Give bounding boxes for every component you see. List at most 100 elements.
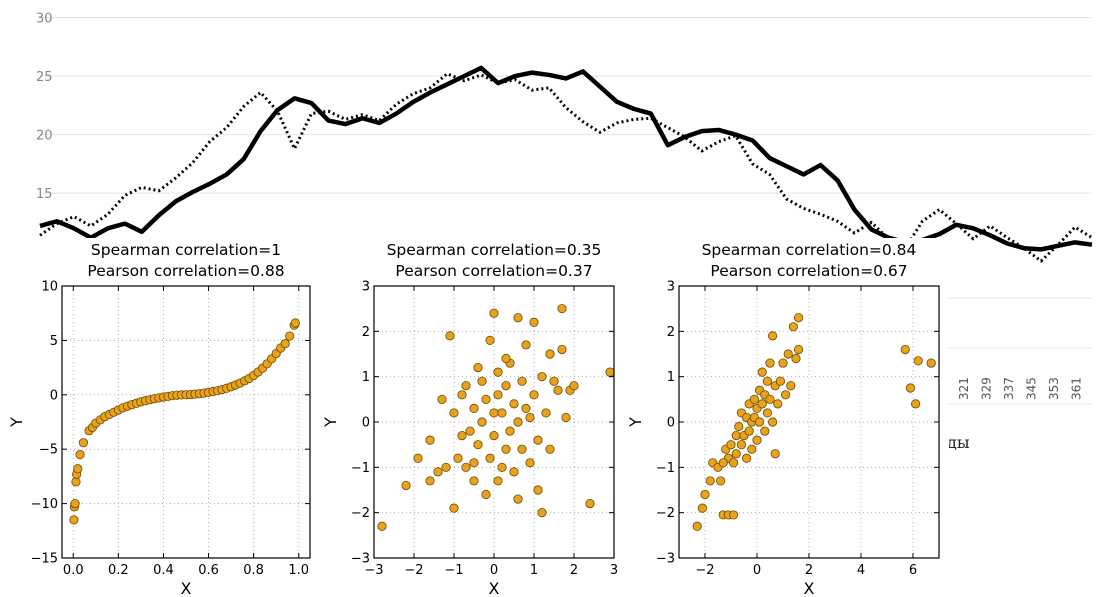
x-tick-label: 2	[805, 563, 813, 578]
scatter-point	[481, 394, 491, 404]
scatter-point	[493, 367, 503, 377]
plot-frame	[61, 285, 311, 559]
scatter-point	[752, 435, 762, 445]
scatter-point	[425, 476, 435, 486]
scatter-point	[767, 331, 778, 341]
scatter-point	[69, 515, 79, 525]
scatter-point	[525, 458, 535, 468]
scatter-point	[513, 417, 523, 427]
scatter-point	[913, 356, 923, 366]
scatter-point	[493, 390, 503, 400]
scatter-point	[70, 498, 80, 509]
scatter-point	[775, 376, 786, 386]
y-tick-label: 3	[667, 280, 675, 295]
scatter-point	[489, 308, 499, 318]
scatter-point	[521, 403, 531, 413]
scatter-point	[425, 435, 435, 445]
scatter-point	[501, 353, 511, 364]
scatter-point	[545, 444, 555, 454]
scatter-point	[529, 317, 539, 327]
x-tick-label: −2	[404, 563, 423, 578]
chart-title: Spearman correlation=0.84	[702, 241, 917, 259]
scatter-point	[793, 313, 804, 323]
scatter-point	[509, 399, 519, 409]
scatter-point	[477, 417, 487, 427]
scatter-point	[557, 304, 567, 314]
scatter-point	[437, 394, 447, 404]
x-tick-label: 0.6	[198, 563, 219, 578]
scatter-point	[449, 408, 459, 418]
chart-title: Spearman correlation=0.35	[387, 241, 602, 259]
scatter-point	[517, 376, 527, 386]
background-x-tick-label: 321	[957, 377, 971, 400]
scatter-panel-spearman-1: 0.0 0.2 0.4 0.6 0.8 1.0 10 5 0 −5 −10 −15 Spearman c…	[0, 238, 320, 597]
scatter-point	[280, 339, 290, 349]
scatter-point	[477, 376, 487, 386]
y-tick-label: 1	[362, 370, 370, 385]
scatter-point	[718, 458, 728, 468]
y-tick-label: −15	[31, 552, 58, 567]
scatter-point	[728, 510, 739, 520]
scatter-point	[783, 349, 793, 359]
background-x-tick-label: 361	[1070, 377, 1084, 400]
y-tick-label: 0	[362, 416, 370, 431]
scatter-point	[473, 362, 483, 373]
scatter-point	[501, 444, 511, 454]
x-tick-label: 6	[909, 563, 917, 578]
background-line-chart: 30 25 20 15	[36, 12, 1093, 263]
scatter-point	[900, 344, 910, 355]
scatter-point	[734, 421, 744, 432]
x-tick-label: 0.2	[108, 563, 129, 578]
background-x-tick-label: 353	[1047, 377, 1061, 400]
scatter-point	[533, 485, 543, 495]
scatter-point	[497, 408, 507, 418]
background-x-ticks: 321 329 337 345 353 361	[957, 377, 1084, 400]
scatter-point	[786, 381, 796, 391]
scatter-point	[75, 450, 85, 460]
x-tick-label: 0	[490, 563, 498, 578]
scatter-panel-spearman-084: −2 0 2 4 6 3 2 1 0 −1 −2 −3 Spearman correlation=0.8…	[617, 238, 949, 597]
scatter-point	[731, 430, 741, 441]
scatter-point	[533, 435, 543, 445]
scatter-point	[461, 462, 471, 472]
scatter-point	[605, 367, 615, 377]
scatter-point	[290, 318, 300, 328]
background-y-tick-label: 15	[36, 187, 53, 202]
scatter-point	[473, 440, 483, 450]
scatter-point	[762, 376, 773, 386]
y-axis-label: Y	[7, 417, 26, 428]
scatter-point	[757, 399, 767, 409]
scatter-point	[469, 403, 479, 413]
x-tick-label: 3	[610, 563, 618, 578]
scatter-point	[433, 467, 443, 477]
scatter-point	[926, 358, 936, 368]
background-y-tick-label: 30	[36, 12, 53, 27]
scatter-point	[788, 322, 799, 332]
y-tick-label: 2	[362, 325, 370, 340]
scatter-point	[705, 476, 715, 486]
scatter-point	[549, 376, 559, 386]
x-tick-label: 4	[857, 563, 865, 578]
y-tick-label: 0	[667, 416, 675, 431]
scatter-point	[461, 381, 471, 391]
scatter-point	[285, 331, 295, 341]
scatter-point	[754, 417, 765, 427]
chart-subtitle: Pearson correlation=0.88	[87, 262, 284, 280]
scatter-point	[449, 503, 459, 513]
scatter-point	[773, 399, 783, 409]
background-right-fragment: 321 329 337 345 353 361 ды	[945, 297, 1092, 452]
scatter-point	[731, 449, 741, 459]
scatter-point	[569, 381, 579, 391]
scatter-point	[585, 498, 595, 509]
scatter-point	[762, 408, 773, 418]
scatter-point	[453, 453, 463, 463]
scatter-point	[497, 462, 507, 472]
scatter-point	[457, 430, 467, 441]
scatter-point	[757, 367, 767, 377]
scatter-point	[760, 426, 770, 436]
scatter-point	[481, 489, 491, 500]
chart-subtitle: Pearson correlation=0.67	[710, 262, 907, 280]
x-tick-label: 0.4	[153, 563, 174, 578]
x-axis-label: X	[804, 579, 815, 597]
